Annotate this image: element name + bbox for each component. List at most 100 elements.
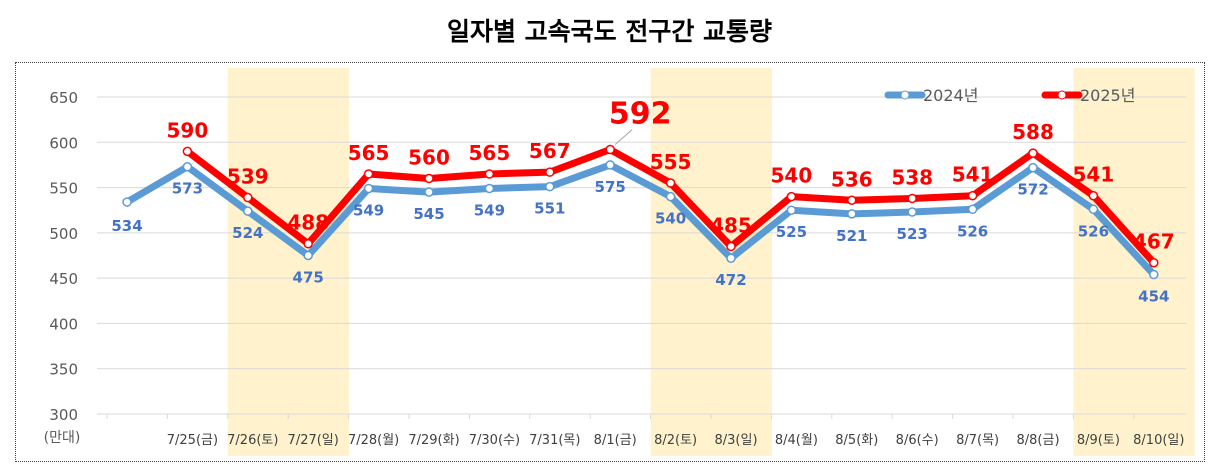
y-tick-label: 500 (49, 225, 78, 243)
data-label: 565 (469, 141, 511, 165)
legend-marker (1057, 90, 1067, 100)
data-label: 485 (710, 213, 752, 237)
x-tick-label: 7/31(목) (529, 433, 580, 448)
chart-title: 일자별 고속국도 전구간 교통량 (446, 17, 773, 46)
y-tick-label: 600 (49, 134, 78, 152)
data-label: 540 (771, 164, 813, 188)
data-label: 549 (474, 201, 505, 219)
y-axis-unit: (만대) (44, 430, 81, 446)
data-label: 541 (952, 163, 994, 187)
data-label: 521 (836, 227, 867, 245)
x-tick-label: 8/8(금) (1016, 433, 1059, 448)
data-point (1149, 257, 1159, 268)
data-label: 523 (897, 225, 928, 243)
data-point (1028, 148, 1038, 158)
data-label: 454 (1138, 288, 1169, 306)
weekend-shade (227, 68, 289, 456)
data-label: 524 (232, 224, 263, 242)
data-label: 540 (655, 210, 686, 228)
data-label: 538 (891, 165, 933, 189)
data-label: 572 (1017, 181, 1048, 199)
data-label: 534 (111, 217, 142, 235)
leader-line (614, 129, 633, 145)
x-tick-label: 8/9(토) (1077, 433, 1120, 448)
data-point (726, 253, 736, 263)
data-label: 575 (595, 178, 626, 196)
data-label: 526 (1078, 222, 1109, 240)
data-point (243, 192, 253, 203)
x-tick-label: 8/4(월) (775, 433, 818, 448)
data-label: 475 (293, 269, 324, 287)
data-point (424, 173, 434, 184)
data-label: 526 (957, 222, 988, 240)
data-point (967, 204, 978, 215)
chart-frame (15, 62, 1205, 462)
data-label: 536 (831, 167, 873, 191)
data-point (786, 191, 797, 202)
x-tick-label: 7/28(월) (348, 433, 399, 448)
x-tick-label: 8/2(토) (654, 433, 697, 448)
series-line-2024년 (125, 161, 1157, 277)
data-label: 592 (609, 97, 672, 132)
y-tick-label: 450 (49, 270, 78, 288)
data-point (545, 167, 555, 177)
data-label: 590 (167, 118, 209, 142)
weekend-shade (711, 68, 772, 456)
data-label: 549 (353, 201, 384, 219)
data-label: 573 (172, 180, 203, 198)
data-point (967, 190, 978, 201)
legend-marker (900, 90, 910, 100)
data-point (726, 241, 736, 252)
x-tick-label: 8/1(금) (594, 433, 637, 448)
data-point (786, 205, 797, 215)
y-tick-label: 400 (49, 315, 78, 333)
data-point (122, 197, 132, 207)
x-tick-label: 7/30(수) (469, 433, 520, 448)
x-tick-label: 8/7(목) (956, 433, 999, 448)
data-point (665, 178, 676, 188)
data-point (545, 181, 555, 192)
data-point (363, 183, 374, 194)
data-label: 551 (534, 200, 565, 218)
data-point (484, 169, 495, 179)
x-tick-label: 7/27(일) (288, 433, 339, 448)
data-point (182, 161, 193, 172)
data-label: 541 (1073, 163, 1115, 187)
data-point (605, 144, 615, 155)
data-point (847, 209, 857, 219)
data-point (907, 193, 917, 204)
data-point (303, 238, 313, 249)
data-label: 567 (529, 139, 571, 163)
x-tick-label: 8/10(일) (1133, 433, 1184, 448)
y-tick-label: 350 (49, 361, 78, 379)
data-label: 560 (408, 146, 450, 170)
data-point (303, 250, 313, 261)
weekend-shade (288, 68, 350, 456)
data-point (182, 146, 193, 157)
data-label: 525 (776, 223, 807, 241)
data-point (424, 187, 434, 197)
y-tick-label: 650 (49, 89, 78, 107)
weekend-shade (650, 68, 712, 456)
data-point (847, 195, 857, 206)
data-point (1028, 162, 1038, 173)
data-point (243, 206, 253, 216)
x-tick-label: 8/3(일) (714, 433, 757, 448)
data-label: 545 (413, 205, 444, 223)
y-tick-label: 550 (49, 180, 78, 198)
weekend-shade (1073, 68, 1135, 456)
y-tick-label: 300 (49, 406, 78, 424)
x-tick-label: 8/6(수) (896, 433, 939, 448)
data-point (363, 169, 374, 179)
data-point (1088, 190, 1099, 201)
data-point (665, 191, 676, 202)
data-point (484, 183, 495, 194)
data-point (907, 207, 917, 217)
data-label: 472 (715, 271, 746, 289)
data-label: 555 (650, 150, 692, 174)
data-label: 539 (227, 165, 269, 189)
data-label: 467 (1133, 230, 1175, 254)
x-tick-label: 7/26(토) (227, 433, 278, 448)
data-point (1149, 269, 1159, 280)
